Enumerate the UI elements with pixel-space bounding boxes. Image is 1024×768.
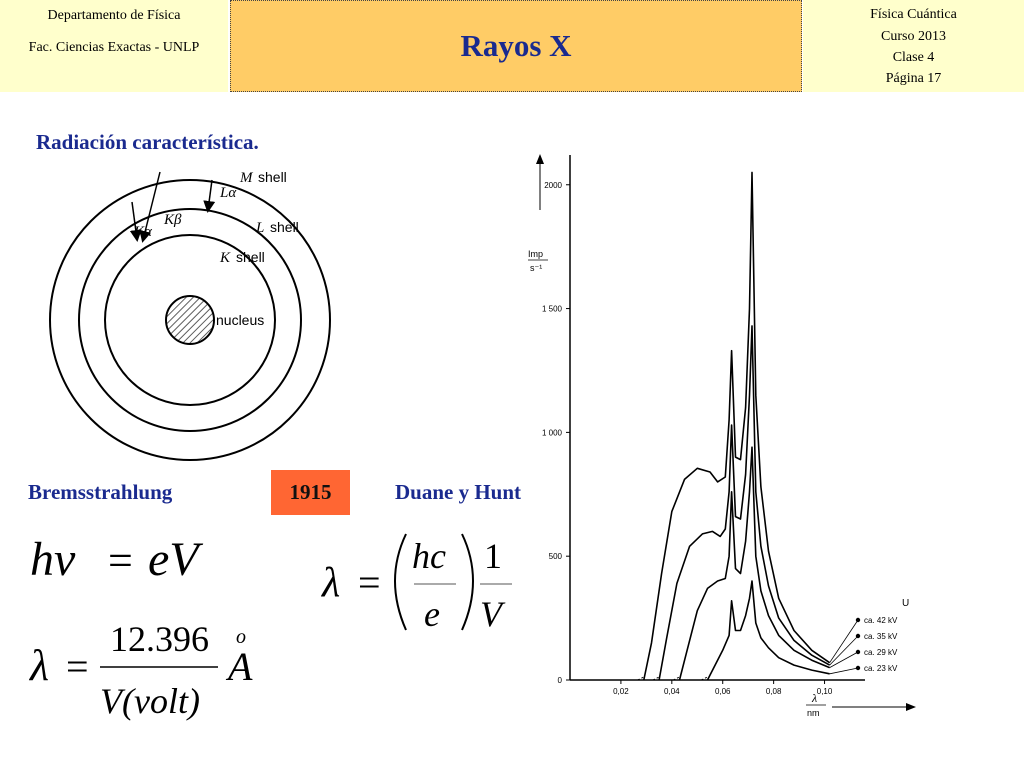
eq2-numerator: hc — [412, 536, 446, 576]
bremsstrahlung-label: Bremsstrahlung — [28, 480, 173, 504]
eq2-denominator: e — [424, 594, 440, 634]
legend-leader-line — [829, 667, 859, 675]
series-start-dash — [652, 676, 660, 681]
equation-photon-energy: hν = eV — [30, 533, 203, 586]
page-title: Rayos X — [460, 28, 572, 63]
eq3-equals: = — [66, 644, 89, 689]
eq1-rhs: eV — [148, 533, 203, 586]
x-axis-label-top: λ — [811, 691, 817, 705]
right-paren — [461, 533, 474, 631]
course-name: Física Cuántica — [870, 7, 957, 22]
x-tick-label: 0,02 — [613, 687, 629, 696]
y-tick-label: 2000 — [544, 181, 562, 190]
k-shell-circle — [104, 234, 276, 406]
x-tick-label: 0,08 — [766, 687, 782, 696]
k-alpha-arrow — [129, 201, 142, 242]
m-shell-circle — [49, 179, 331, 461]
header-left-box: Departamento de Física Fac. Ciencias Exa… — [0, 0, 228, 92]
k-shell-letter: K — [219, 250, 231, 266]
nucleus-label: nucleus — [216, 312, 264, 328]
y-tick-label: 0 — [558, 676, 563, 685]
chart-legend: ca. 42 kV ca. 35 kV ca. 29 kV ca. 23 kV — [829, 616, 898, 675]
l-alpha-arrow — [203, 179, 216, 213]
section-subtitle: Radiación característica. — [36, 130, 259, 154]
course-year: Curso 2013 — [881, 29, 946, 44]
eq2-lambda: λ — [320, 560, 340, 606]
k-beta-label: Kβ — [163, 212, 182, 228]
series-start-dash — [673, 676, 680, 681]
legend-entry: ca. 42 kV — [864, 616, 898, 625]
y-tick-label: 1 000 — [542, 428, 563, 437]
legend-marker — [855, 633, 861, 639]
equation-wavelength: λ = 12.396 V(volt) o A — [28, 619, 253, 721]
eq3-denominator: V(volt) — [100, 681, 200, 721]
eq3-numerator: 12.396 — [110, 619, 209, 659]
chart-series — [637, 171, 831, 681]
m-shell-word: shell — [258, 169, 287, 185]
eq2-denominator2: V — [480, 594, 506, 634]
y-axis-label-bottom: s⁻¹ — [530, 263, 542, 273]
legend-title: U — [902, 598, 909, 609]
eq1-lhs: hν — [30, 533, 76, 586]
k-shell-word: shell — [236, 249, 265, 265]
duane-hunt-label: Duane y Hunt — [395, 480, 522, 504]
y-axis-label-top: Imp — [528, 249, 543, 259]
legend-marker — [855, 617, 861, 623]
legend-marker — [855, 665, 861, 671]
eq2-equals: = — [358, 560, 381, 605]
nucleus-circle — [165, 295, 215, 345]
legend-entry: ca. 29 kV — [864, 648, 898, 657]
l-shell-letter: L — [255, 220, 264, 236]
legend-leader-line — [829, 619, 859, 663]
series-start-dash — [701, 676, 708, 681]
eq3-unit: A — [225, 644, 253, 689]
k-alpha-label: Kα — [133, 224, 153, 240]
spectrum-line-series-2 — [658, 325, 830, 681]
page-number: Página 17 — [885, 71, 942, 86]
legend-entry: ca. 35 kV — [864, 632, 898, 641]
xray-spectrum-chart: 0 500 1 000 1 500 2000 0,02 0,04 0,06 0,08 0,10 c… — [528, 154, 916, 718]
x-axis-label-bottom: nm — [807, 708, 820, 718]
l-shell-word: shell — [270, 219, 299, 235]
legend-leader-line — [829, 651, 859, 668]
class-number: Clase 4 — [892, 50, 935, 65]
l-shell-circle — [78, 208, 302, 432]
department-label: Departamento de Física — [47, 8, 181, 23]
chart-ticks: 0 500 1 000 1 500 2000 0,02 0,04 0,06 0,08 0,10 — [542, 181, 833, 696]
y-direction-arrowhead — [536, 154, 544, 164]
spectrum-line-series-4 — [706, 580, 830, 681]
eq2-numerator2: 1 — [484, 536, 502, 576]
faculty-label: Fac. Ciencias Exactas - UNLP — [28, 40, 200, 55]
year-badge: 1915 — [271, 470, 350, 515]
y-tick-label: 500 — [549, 552, 563, 561]
left-paren — [394, 533, 407, 631]
eq3-lambda: λ — [28, 641, 49, 690]
series-start-dash — [637, 676, 645, 681]
spectrum-line-series-3 — [678, 446, 830, 681]
legend-entry: ca. 23 kV — [864, 664, 898, 673]
x-tick-label: 0,06 — [715, 687, 731, 696]
header-title-box: Rayos X — [230, 0, 802, 92]
y-tick-label: 1 500 — [542, 305, 563, 314]
spectrum-line-series-1 — [643, 171, 831, 681]
m-shell-letter: M — [239, 170, 254, 186]
k-beta-arrow — [139, 171, 161, 243]
atom-shell-diagram: M shell Lα Kβ Kα L shell K shell nucleus — [49, 169, 331, 461]
x-tick-label: 0,04 — [664, 687, 680, 696]
legend-leader-line — [829, 635, 859, 666]
eq3-angstrom-ring: o — [236, 626, 246, 648]
header-right-box: Física Cuántica Curso 2013 Clase 4 Págin… — [803, 0, 1024, 92]
legend-marker — [855, 649, 861, 655]
equation-duane-hunt: λ = hc e 1 V — [320, 533, 512, 634]
x-tick-label: 0,10 — [817, 687, 833, 696]
eq1-equals: = — [108, 536, 133, 585]
l-alpha-label: Lα — [219, 185, 237, 201]
chart-axes — [536, 154, 916, 711]
x-direction-arrowhead — [906, 703, 916, 711]
chart-axis-labels: Imp s⁻¹ λ nm U — [528, 249, 909, 718]
